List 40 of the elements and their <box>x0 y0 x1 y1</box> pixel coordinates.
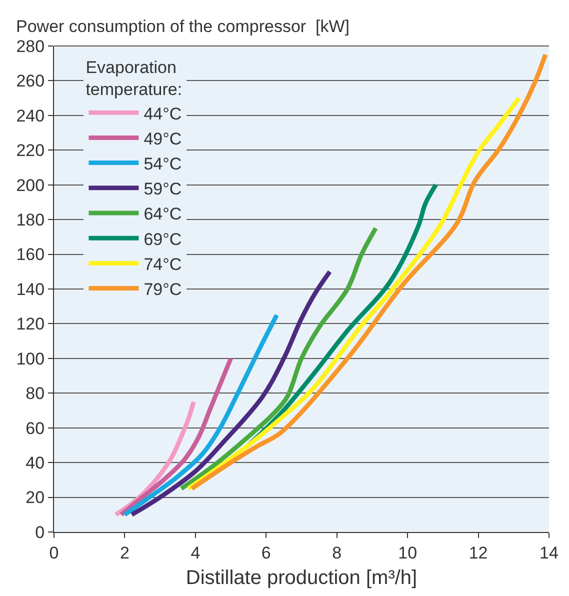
x-tick-label: 2 <box>120 543 130 562</box>
legend-label: 64°C <box>144 204 182 224</box>
line-series <box>122 312 279 517</box>
legend-label: 54°C <box>144 154 182 174</box>
legend-label: 49°C <box>144 129 182 148</box>
y-tick-label: 280 <box>16 36 45 56</box>
y-tick-label: 160 <box>16 245 45 264</box>
y-tick-label: 140 <box>16 280 45 299</box>
x-tick-label: 8 <box>332 543 342 562</box>
x-tick-label: 10 <box>398 543 418 562</box>
y-tick-label: 40 <box>26 454 45 473</box>
y-tick-label: 200 <box>16 176 45 195</box>
line-series <box>130 269 332 517</box>
y-tick-label: 240 <box>16 106 45 126</box>
legend-label: 69°C <box>144 230 182 249</box>
y-tick-label: 20 <box>26 488 45 508</box>
y-tick-label: 0 <box>35 522 45 542</box>
legend-title: Evaporation temperature: <box>86 58 182 100</box>
legend-label: 74°C <box>144 254 182 274</box>
x-tick-label: 4 <box>190 543 200 562</box>
legend-label: 59°C <box>144 180 182 199</box>
x-tick-label: 6 <box>261 543 271 562</box>
line-series <box>179 226 378 491</box>
y-tick-label: 120 <box>16 314 45 334</box>
y-tick-label: 260 <box>16 72 45 91</box>
legend-label: 79°C <box>144 280 182 299</box>
y-tick-label: 220 <box>16 141 45 160</box>
y-tick-label: 60 <box>26 418 45 438</box>
x-axis-title: Distillate production [m³/h] <box>186 566 418 589</box>
x-tick-label: 12 <box>468 543 488 562</box>
y-tick-label: 100 <box>16 349 45 368</box>
y-axis-title: Power consumption of the compressor [kW] <box>16 17 350 36</box>
y-tick-label: 180 <box>16 210 45 230</box>
x-tick-label: 14 <box>540 543 558 562</box>
y-tick-label: 80 <box>26 384 45 404</box>
x-tick-label: 0 <box>49 543 59 562</box>
legend-label: 44°C <box>144 104 182 124</box>
line-series <box>190 52 548 491</box>
line-series <box>186 96 522 491</box>
line-series <box>118 356 234 517</box>
